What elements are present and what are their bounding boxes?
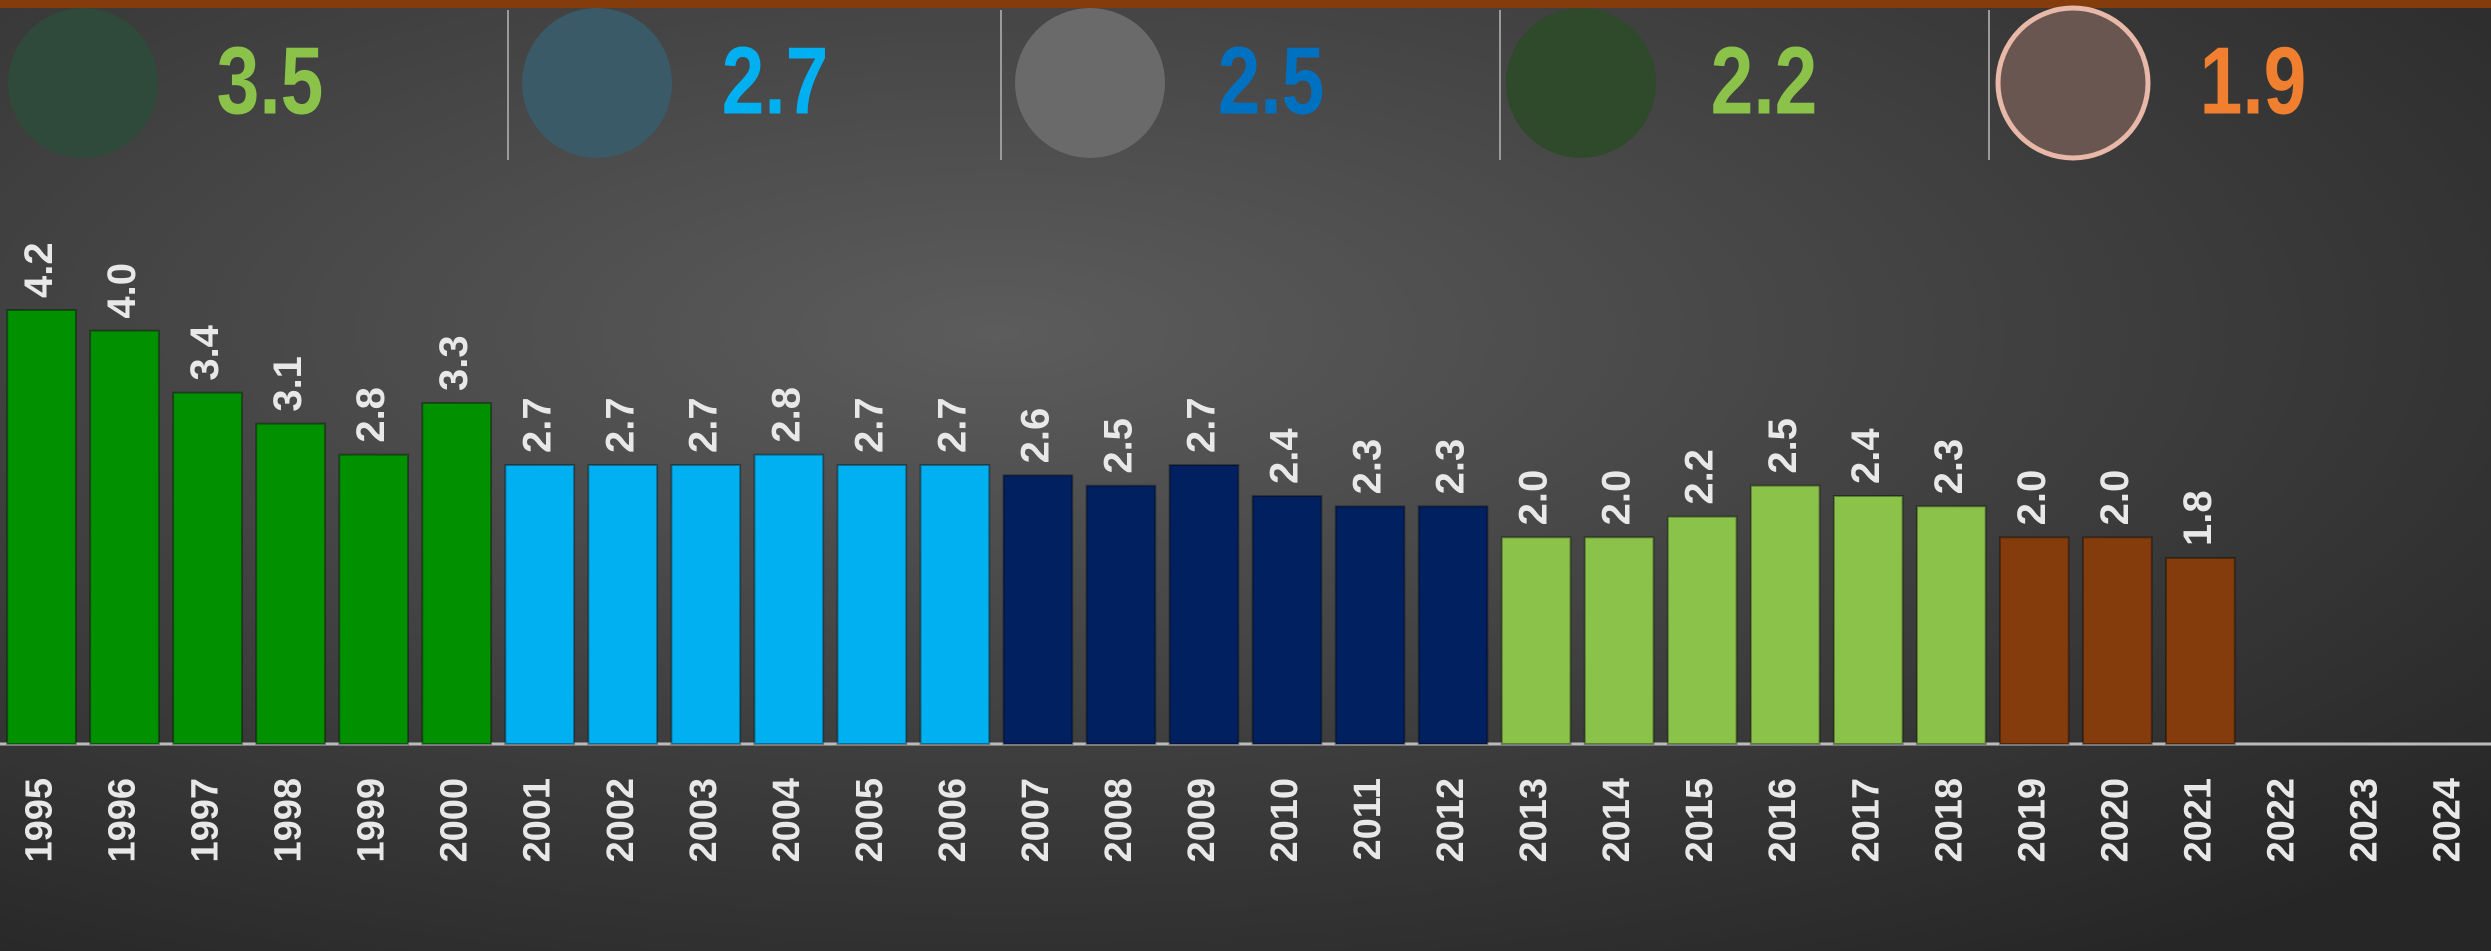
x-tick-label: 2009 — [1181, 778, 1223, 863]
header-dividers — [507, 10, 1990, 160]
x-tick-label: 2001 — [517, 778, 559, 863]
bar — [753, 453, 825, 745]
top-stripe — [0, 0, 2491, 8]
x-tick-label: 1996 — [102, 778, 144, 863]
x-tick-label: 2003 — [683, 778, 725, 863]
x-tick-label: 2019 — [2011, 778, 2053, 863]
bar — [1915, 505, 1987, 746]
bar — [1749, 484, 1821, 745]
value-label: 2.5 — [1097, 418, 1141, 474]
bar — [670, 464, 742, 745]
bar — [1832, 495, 1904, 745]
value-label: 2.0 — [1595, 470, 1639, 526]
bar — [1583, 536, 1655, 745]
bar — [919, 464, 991, 745]
x-tick-label: 2004 — [766, 778, 808, 863]
x-tick-label: 2022 — [2260, 778, 2302, 863]
value-label: 2.2 — [1678, 449, 1722, 505]
x-tick-label: 1997 — [185, 778, 227, 863]
value-label: 2.8 — [764, 387, 808, 443]
x-tick-label: 2005 — [849, 778, 891, 863]
value-label: 3.1 — [266, 356, 310, 412]
bar — [338, 453, 410, 745]
x-tick-label: 2014 — [1596, 778, 1638, 863]
x-tick-label: 2008 — [1098, 778, 1140, 863]
x-tick-label: 2000 — [434, 778, 476, 863]
bar — [1334, 505, 1406, 746]
x-tick-label: 2007 — [1015, 778, 1057, 863]
value-label: 2.8 — [349, 387, 393, 443]
x-tick-label: 2013 — [1513, 778, 1555, 863]
value-label: 3.3 — [432, 335, 476, 391]
value-label: 1.8 — [2176, 490, 2220, 546]
x-tick-label: 1999 — [351, 778, 393, 863]
x-tick-label: 2017 — [1845, 778, 1887, 863]
bar — [421, 402, 493, 745]
x-tick-label: 2015 — [1679, 778, 1721, 863]
value-label: 4.2 — [17, 242, 61, 298]
value-label: 2.5 — [1761, 418, 1805, 474]
average-value: 1.9 — [2200, 27, 2307, 134]
value-label: 2.4 — [1844, 428, 1888, 484]
average-value: 3.5 — [217, 27, 324, 134]
x-tick-label: 2006 — [932, 778, 974, 863]
value-label: 2.7 — [1180, 397, 1224, 453]
x-tick-label: 2023 — [2343, 778, 2385, 863]
value-label: 2.0 — [2093, 470, 2137, 526]
x-tick-label: 2016 — [1762, 778, 1804, 863]
x-tick-label: 2010 — [1264, 778, 1306, 863]
bar — [1168, 464, 1240, 745]
bar — [89, 329, 160, 745]
x-tick-label: 2021 — [2177, 778, 2219, 863]
x-tick-label: 2012 — [1430, 778, 1472, 863]
bar — [1417, 505, 1489, 746]
bar — [1002, 474, 1074, 745]
bar — [587, 464, 659, 745]
bar — [1666, 515, 1738, 746]
value-label: 2.7 — [515, 397, 559, 453]
value-label: 2.4 — [1263, 428, 1307, 484]
bar — [504, 464, 576, 745]
value-label: 4.0 — [100, 263, 144, 319]
bar — [2081, 536, 2153, 745]
x-tick-label: 1995 — [19, 778, 61, 863]
x-tick-label: 1998 — [268, 778, 310, 863]
value-label: 2.3 — [1927, 439, 1971, 495]
bar — [836, 464, 908, 745]
average-value: 2.7 — [722, 27, 829, 134]
bar — [2165, 557, 2236, 745]
bar — [172, 391, 243, 745]
value-label: 3.4 — [183, 324, 227, 380]
value-label: 2.7 — [930, 397, 974, 453]
x-tick-label: 2002 — [600, 778, 642, 863]
x-tick-label: 2024 — [2427, 778, 2469, 863]
x-tick-label: 2018 — [1928, 778, 1970, 863]
bar — [6, 309, 77, 745]
value-label: 2.6 — [1013, 408, 1057, 464]
x-tick-label: 2011 — [1347, 778, 1389, 860]
bar — [1085, 484, 1157, 745]
value-label: 2.7 — [598, 397, 642, 453]
value-label: 2.7 — [681, 397, 725, 453]
value-label: 2.7 — [847, 397, 891, 453]
value-label: 2.3 — [1346, 439, 1390, 495]
average-value: 2.5 — [1218, 27, 1325, 134]
average-value: 2.2 — [1711, 27, 1818, 134]
value-label: 2.0 — [2010, 470, 2054, 526]
bar — [1998, 536, 2070, 745]
bar — [1251, 495, 1323, 745]
x-tick-label: 2020 — [2094, 778, 2136, 863]
value-label: 2.3 — [1429, 439, 1473, 495]
portraits — [8, 5, 2151, 161]
bar — [255, 422, 326, 745]
bar — [1500, 536, 1572, 745]
value-label: 2.0 — [1512, 470, 1556, 526]
